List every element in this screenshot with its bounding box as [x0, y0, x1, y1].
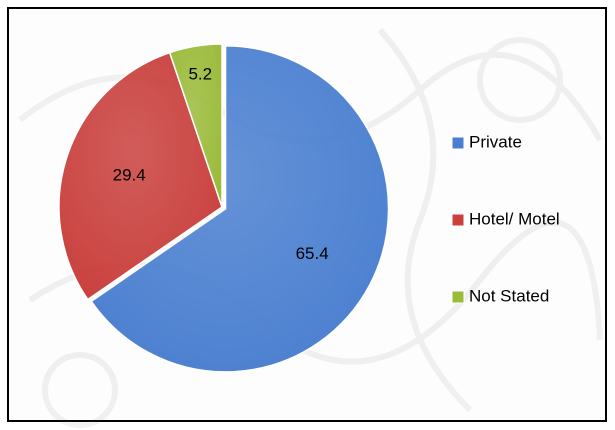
chart: 65.4 29.4 5.2 Private Hotel/ Motel Not Stated: [0, 0, 615, 430]
legend-label: Not Stated: [469, 286, 549, 305]
legend-swatch: [452, 214, 464, 226]
data-label: 29.4: [113, 166, 146, 185]
data-label: 65.4: [296, 244, 329, 263]
data-label: 5.2: [188, 65, 212, 84]
legend-label: Hotel/ Motel: [469, 209, 560, 228]
legend-label: Private: [469, 132, 522, 151]
legend-swatch: [452, 137, 464, 149]
legend-swatch: [452, 291, 464, 303]
